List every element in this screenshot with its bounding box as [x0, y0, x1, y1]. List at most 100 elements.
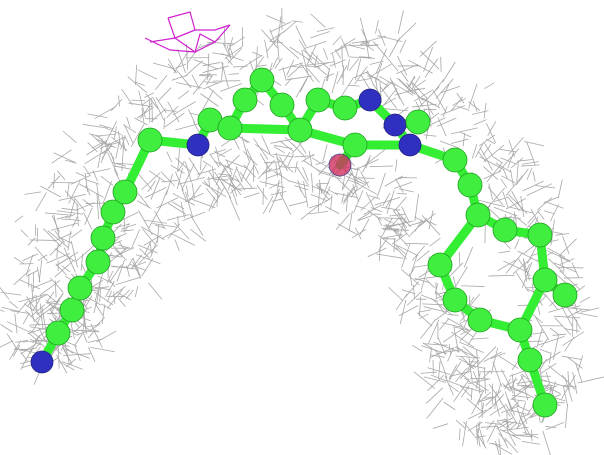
mesh-line — [499, 355, 519, 369]
mesh-line — [395, 293, 408, 311]
mesh-line — [360, 74, 371, 91]
mesh-line — [135, 81, 145, 86]
mesh-line — [57, 340, 60, 369]
mesh-line — [498, 250, 510, 254]
mesh-line — [207, 41, 235, 45]
mesh-line — [255, 144, 275, 158]
mesh-line — [137, 69, 158, 80]
mesh-line — [174, 239, 180, 251]
mesh-line — [429, 237, 441, 247]
mesh-line — [516, 405, 531, 412]
mesh-line — [329, 59, 346, 67]
mesh-line — [70, 323, 75, 339]
mesh-line — [150, 236, 159, 258]
mesh-line — [336, 65, 348, 85]
mesh-line — [409, 254, 418, 277]
mesh-line — [104, 120, 118, 145]
mesh-line — [516, 402, 526, 430]
mesh-line — [526, 406, 534, 416]
mesh-line — [558, 238, 577, 257]
mesh-line — [376, 172, 386, 199]
mesh-line — [478, 436, 487, 449]
mesh-line — [448, 364, 458, 380]
mesh-line — [381, 227, 400, 230]
mesh-line — [208, 176, 210, 187]
mesh-line — [34, 246, 48, 262]
mesh-line — [323, 48, 329, 60]
mesh-line — [489, 405, 506, 416]
mesh-line — [430, 347, 454, 358]
mesh-line — [246, 148, 260, 175]
mesh-line — [498, 438, 502, 455]
mesh-line — [485, 138, 496, 145]
mesh-line — [68, 180, 81, 204]
mesh-line — [473, 381, 489, 392]
mesh-line — [87, 113, 108, 119]
mesh-line — [307, 68, 320, 83]
mesh-line — [423, 343, 448, 346]
mesh-line — [443, 401, 456, 411]
atom — [492, 217, 518, 243]
mesh-line — [378, 29, 386, 47]
mesh-line — [392, 210, 408, 229]
mesh-line — [177, 148, 181, 172]
mesh-line — [514, 238, 520, 249]
mesh-line — [125, 289, 134, 300]
mesh-line — [61, 208, 79, 211]
mesh-line — [396, 22, 417, 43]
mesh-line — [302, 49, 320, 64]
mesh-line — [488, 274, 515, 277]
mesh-line — [310, 31, 330, 39]
mesh-line — [453, 325, 459, 353]
mesh-line — [508, 139, 516, 157]
mesh-line — [363, 148, 386, 167]
mesh-line — [239, 171, 253, 189]
mesh-line — [499, 429, 521, 440]
atom — [532, 267, 558, 293]
mesh-line — [266, 168, 280, 173]
mesh-line — [164, 112, 185, 128]
mesh-line — [211, 187, 225, 209]
mesh-line — [357, 215, 373, 222]
mesh-line — [432, 90, 447, 113]
mesh-line — [490, 347, 499, 375]
mesh-line — [335, 213, 351, 230]
mesh-line — [279, 192, 292, 216]
mesh-line — [418, 309, 432, 313]
mesh-line — [549, 327, 559, 335]
mesh-line — [412, 103, 437, 108]
mesh-line — [201, 182, 227, 198]
mesh-line — [22, 312, 30, 325]
mesh-line — [524, 140, 545, 147]
mesh-line — [461, 385, 470, 398]
mesh-line — [221, 181, 232, 199]
mesh-line — [239, 54, 263, 70]
mesh-line — [88, 347, 96, 362]
mesh-line — [398, 188, 415, 193]
mesh-line — [492, 361, 503, 387]
mesh-line — [202, 62, 221, 67]
mesh-line — [178, 90, 189, 100]
mesh-line — [72, 216, 78, 228]
mesh-line — [542, 430, 551, 455]
mesh-line — [424, 376, 447, 383]
mesh-line — [35, 305, 55, 320]
mesh-line — [138, 210, 153, 236]
mesh-line — [334, 192, 357, 198]
mesh-line — [461, 285, 485, 287]
mesh-line — [96, 330, 117, 343]
mesh-line — [503, 260, 527, 272]
mesh-line — [32, 272, 35, 292]
mesh-line — [202, 65, 229, 73]
mesh-line — [474, 435, 486, 438]
mesh-line — [54, 232, 73, 242]
mesh-line — [311, 173, 314, 193]
mesh-line — [96, 192, 100, 220]
mesh-line — [367, 75, 380, 80]
mesh-line — [467, 357, 475, 371]
mesh-line — [117, 244, 131, 249]
mesh-line — [136, 200, 152, 209]
mesh-line — [312, 186, 329, 194]
mesh-line — [220, 83, 243, 92]
mesh-line — [496, 421, 512, 430]
